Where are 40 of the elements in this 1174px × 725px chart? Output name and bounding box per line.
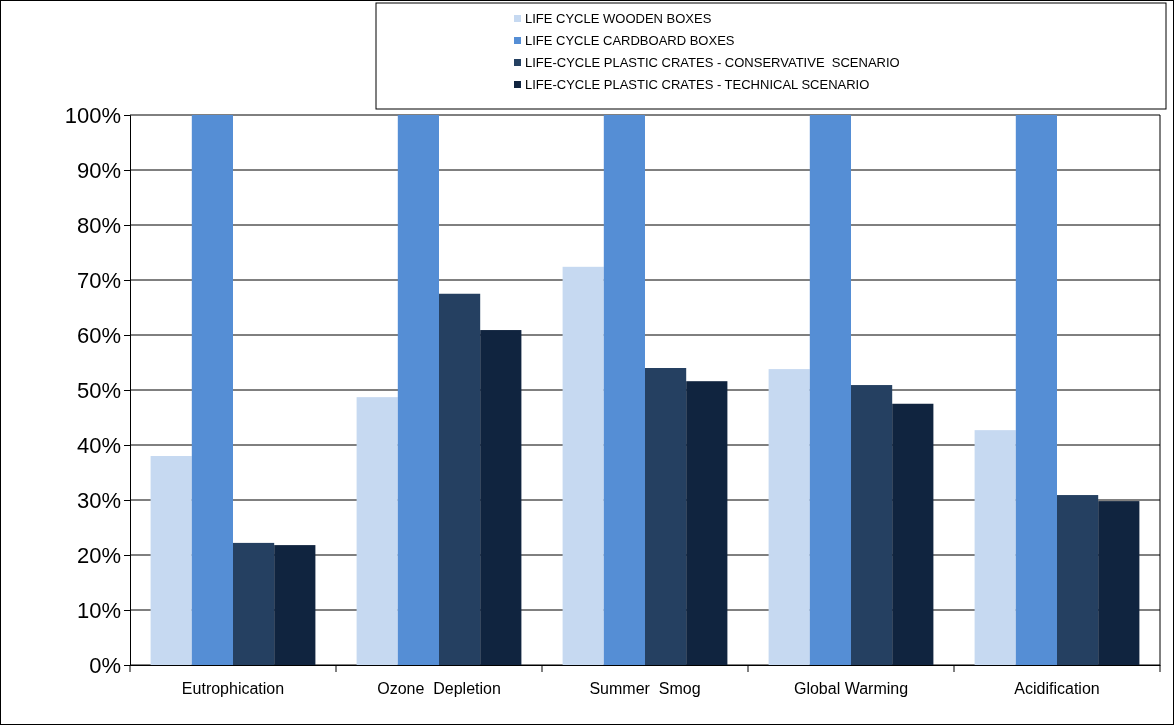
bar [439, 293, 481, 665]
bar [892, 403, 934, 665]
y-tick-label: 40% [76, 432, 121, 458]
y-tick-label: 20% [76, 542, 121, 568]
bar [974, 430, 1016, 665]
y-tick-label: 90% [76, 157, 121, 183]
bar [1057, 495, 1099, 665]
bar [480, 330, 522, 665]
bar [768, 369, 810, 665]
bar [274, 545, 316, 665]
bar [645, 368, 687, 665]
legend-label: LIFE CYCLE CARDBOARD BOXES [525, 33, 735, 48]
x-tick-label: Eutrophication [181, 679, 285, 697]
y-tick-label: 50% [76, 377, 121, 403]
bar [851, 385, 893, 665]
x-tick-label: Ozone Depletion [377, 679, 501, 697]
bar [191, 115, 233, 665]
legend-label: LIFE-CYCLE PLASTIC CRATES - TECHNICAL SCENARIO [525, 77, 870, 92]
x-tick-label: Summer Smog [589, 679, 701, 697]
bar [1015, 115, 1057, 665]
bar [356, 397, 398, 665]
y-tick-label: 30% [76, 487, 121, 513]
bar [809, 115, 851, 665]
bar [150, 456, 192, 665]
bar [397, 115, 439, 665]
bar [686, 381, 728, 665]
y-tick-label: 80% [76, 212, 121, 238]
y-tick-label: 0% [89, 652, 121, 678]
y-tick-label: 10% [76, 597, 121, 623]
y-tick-label: 100% [64, 102, 121, 128]
y-tick-label: 70% [76, 267, 121, 293]
x-tick-label: Global Warming [793, 679, 909, 697]
bar [603, 115, 645, 665]
bar [233, 542, 275, 665]
legend-label: LIFE CYCLE WOODEN BOXES [525, 11, 712, 26]
y-tick-label: 60% [76, 322, 121, 348]
x-tick-label: Acidification [1014, 679, 1100, 697]
bar [562, 266, 604, 665]
legend-label: LIFE-CYCLE PLASTIC CRATES - CONSERVATIVE SCENARIO [525, 55, 900, 70]
bar [1098, 501, 1140, 665]
